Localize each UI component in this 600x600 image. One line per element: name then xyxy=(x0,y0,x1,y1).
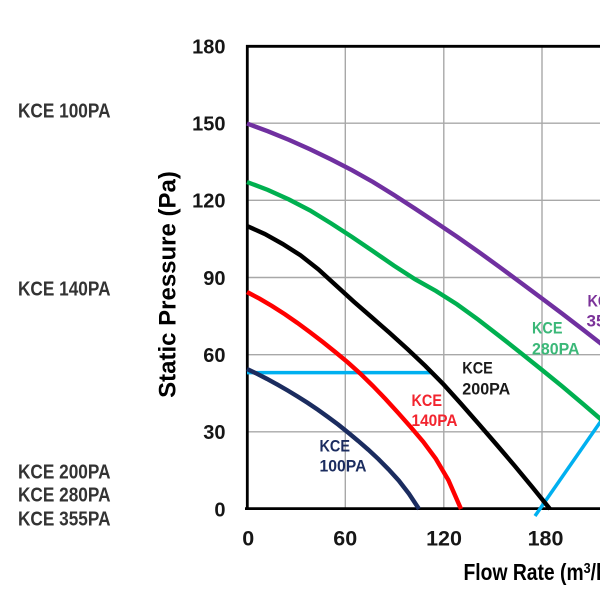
svg-text:KCE 280PA: KCE 280PA xyxy=(18,484,111,506)
svg-text:150: 150 xyxy=(192,114,225,136)
svg-text:180: 180 xyxy=(528,527,564,551)
svg-text:90: 90 xyxy=(203,268,225,290)
svg-text:60: 60 xyxy=(333,527,357,551)
svg-text:0: 0 xyxy=(214,499,225,521)
svg-text:180: 180 xyxy=(192,36,225,58)
svg-text:Static Pressure (Pa): Static Pressure (Pa) xyxy=(155,171,182,398)
svg-text:120: 120 xyxy=(192,191,225,213)
svg-text:Flow Rate (m3/h): Flow Rate (m3/h) xyxy=(464,559,600,585)
svg-text:KCE 355PA: KCE 355PA xyxy=(18,508,111,530)
svg-text:120: 120 xyxy=(426,527,462,551)
svg-text:30: 30 xyxy=(203,422,225,444)
svg-text:KCE 140PA: KCE 140PA xyxy=(18,278,111,300)
svg-text:KCE 200PA: KCE 200PA xyxy=(18,462,111,484)
svg-text:0: 0 xyxy=(242,527,254,551)
svg-text:60: 60 xyxy=(203,345,225,367)
svg-text:KCE 100PA: KCE 100PA xyxy=(18,101,111,123)
